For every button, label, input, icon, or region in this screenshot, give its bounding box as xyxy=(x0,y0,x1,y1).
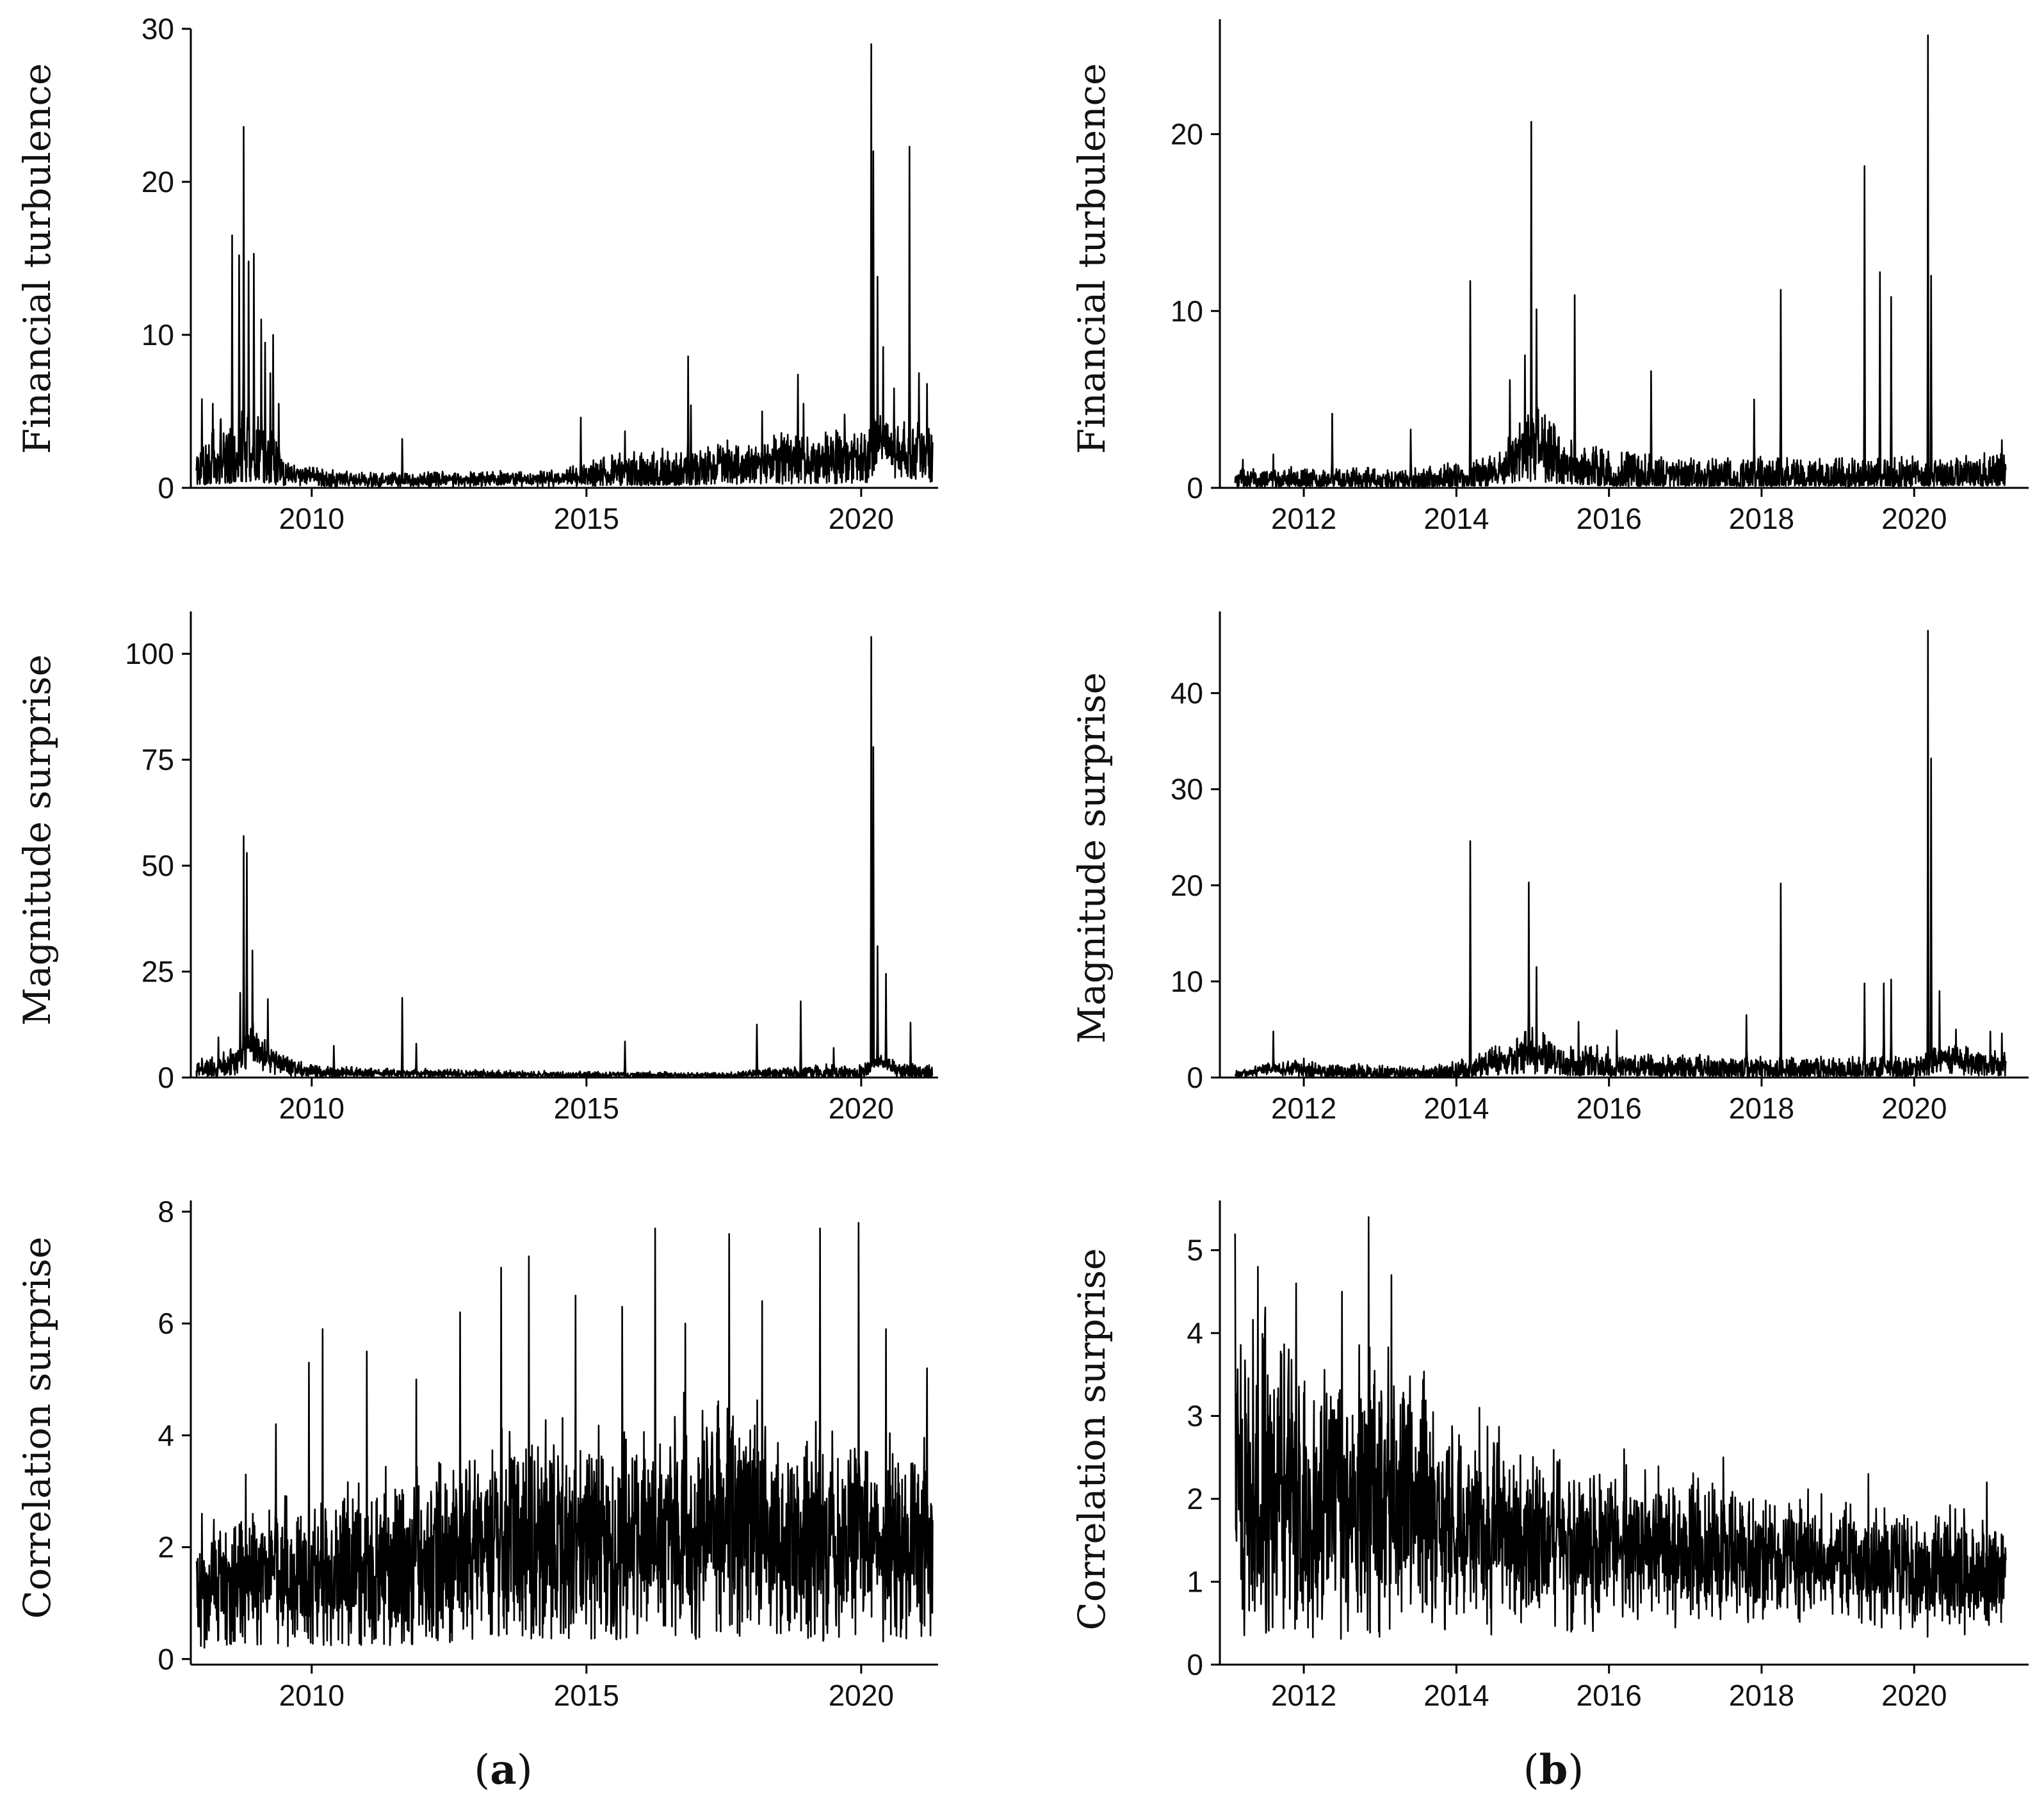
y-axis-title: Financial turbulence xyxy=(15,63,59,455)
x-tick-label: 2018 xyxy=(1729,1092,1794,1125)
y-tick-label: 25 xyxy=(142,955,174,989)
x-tick-label: 2014 xyxy=(1424,1679,1489,1712)
y-tick-label: 20 xyxy=(1171,118,1203,151)
x-tick-label: 2015 xyxy=(554,502,619,535)
y-tick-label: 4 xyxy=(158,1419,174,1452)
x-tick-label: 2012 xyxy=(1271,502,1336,535)
y-tick-label: 50 xyxy=(142,849,174,882)
x-tick-label: 2020 xyxy=(829,502,894,535)
y-tick-label: 1 xyxy=(1187,1565,1203,1599)
series-line xyxy=(1234,34,2007,488)
y-tick-label: 10 xyxy=(142,318,174,351)
y-tick-label: 30 xyxy=(142,12,174,45)
chart-b-magnitude: Magnitude surprise 0 10 20 30 40 2012 2014 2016… xyxy=(1070,611,2029,1125)
y-tick-label: 20 xyxy=(1171,869,1203,902)
y-tick-label: 0 xyxy=(158,471,174,505)
chart-a-turbulence: Financial turbulence 0 10 20 30 2010 2015 2020 xyxy=(15,12,938,535)
y-axis-title: Correlation surprise xyxy=(15,1236,59,1619)
y-tick-label: 100 xyxy=(125,637,174,670)
y-tick-label: 10 xyxy=(1171,965,1203,998)
series-line xyxy=(195,1222,934,1649)
y-axis-title: Magnitude surprise xyxy=(15,654,59,1026)
y-tick-label: 30 xyxy=(1171,773,1203,806)
y-tick-label: 0 xyxy=(158,1061,174,1094)
y-tick-label: 0 xyxy=(1187,1648,1203,1681)
y-tick-label: 0 xyxy=(1187,471,1203,505)
x-tick-label: 2016 xyxy=(1576,1092,1641,1125)
x-tick-label: 2020 xyxy=(1881,502,1947,535)
y-tick-label: 0 xyxy=(158,1642,174,1676)
x-tick-label: 2018 xyxy=(1729,502,1794,535)
y-tick-label: 2 xyxy=(158,1531,174,1564)
y-tick-label: 3 xyxy=(1187,1400,1203,1433)
y-tick-label: 4 xyxy=(1187,1316,1203,1350)
x-tick-label: 2012 xyxy=(1271,1092,1336,1125)
y-tick-label: 0 xyxy=(1187,1061,1203,1094)
x-tick-label: 2010 xyxy=(279,1092,345,1125)
y-tick-label: 75 xyxy=(142,743,174,777)
chart-a-correlation: Correlation surprise 0 2 4 6 8 2010 2015 2020 xyxy=(15,1195,938,1712)
x-tick-label: 2020 xyxy=(829,1092,894,1125)
x-tick-label: 2016 xyxy=(1576,1679,1641,1712)
x-tick-label: 2012 xyxy=(1271,1679,1336,1712)
y-tick-label: 20 xyxy=(142,165,174,198)
y-tick-label: 2 xyxy=(1187,1482,1203,1515)
y-tick-label: 8 xyxy=(158,1195,174,1228)
x-tick-label: 2016 xyxy=(1576,502,1641,535)
y-tick-label: 40 xyxy=(1171,677,1203,710)
x-tick-label: 2020 xyxy=(1881,1092,1947,1125)
x-tick-label: 2014 xyxy=(1424,1092,1489,1125)
y-tick-label: 6 xyxy=(158,1307,174,1340)
chart-b-turbulence: Financial turbulence 0 10 20 2012 2014 2016 20… xyxy=(1070,19,2029,535)
series-line xyxy=(195,43,934,488)
x-tick-label: 2020 xyxy=(829,1679,894,1712)
panel-label-b: (b) xyxy=(1523,1746,1584,1794)
y-tick-label: 5 xyxy=(1187,1234,1203,1267)
chart-a-magnitude: Magnitude surprise 0 25 50 75 100 2010 2015 202… xyxy=(15,611,938,1125)
x-tick-label: 2010 xyxy=(279,502,345,535)
x-tick-label: 2015 xyxy=(554,1092,619,1125)
x-tick-label: 2018 xyxy=(1729,1679,1794,1712)
series-line xyxy=(195,636,934,1078)
y-axis-title: Correlation surprise xyxy=(1070,1248,1114,1630)
x-tick-label: 2015 xyxy=(554,1679,619,1712)
series-line xyxy=(1234,1216,2007,1640)
chart-b-correlation: Correlation surprise 0 1 2 3 4 5 2012 2014 2016 2… xyxy=(1070,1200,2029,1712)
panel-label-a: (a) xyxy=(474,1746,532,1794)
x-tick-label: 2020 xyxy=(1881,1679,1947,1712)
x-tick-label: 2010 xyxy=(279,1679,345,1712)
y-axis-title: Magnitude surprise xyxy=(1070,672,1114,1044)
y-axis-title: Financial turbulence xyxy=(1070,63,1114,455)
x-tick-label: 2014 xyxy=(1424,502,1489,535)
y-tick-label: 10 xyxy=(1171,295,1203,328)
series-line xyxy=(1234,629,2007,1078)
